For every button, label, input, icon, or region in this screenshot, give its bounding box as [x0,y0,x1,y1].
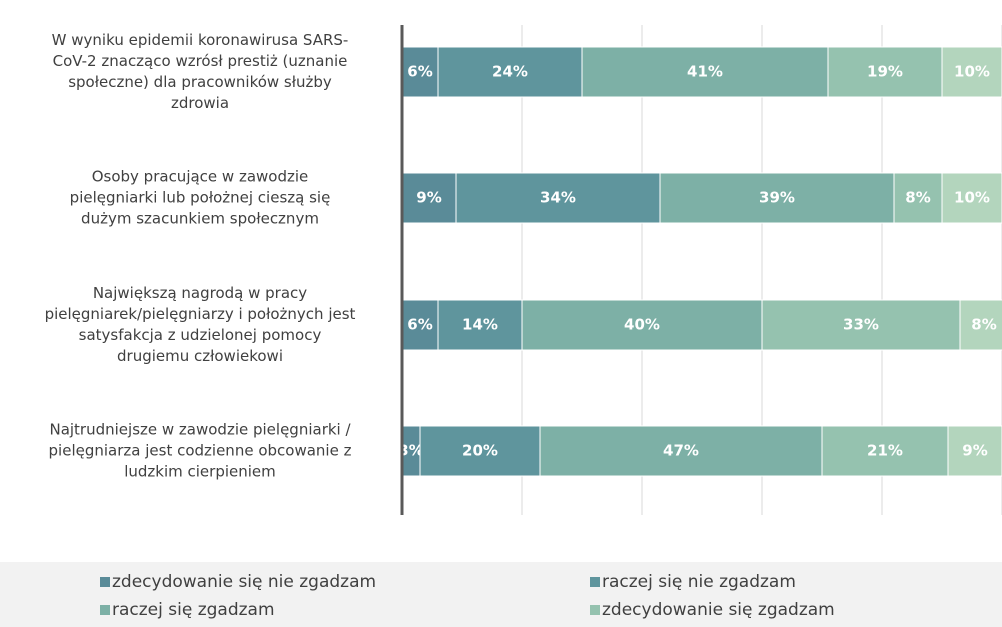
bar-segment [659,172,895,224]
value-label: 10% [954,189,990,207]
bar-segment [947,425,1002,477]
value-label: 34% [540,189,576,207]
category-label: pielęgniarek/pielęgniarzy i położnych je… [45,305,356,323]
value-label: 33% [843,316,879,334]
value-label: 9% [962,442,987,460]
value-label: 40% [624,316,660,334]
category-label: zdrowia [171,94,229,112]
bar-segment [959,299,1002,351]
bar-segment [401,299,439,351]
value-label: 19% [867,63,903,81]
category-label: dużym szacunkiem społecznym [81,210,319,228]
value-label: 47% [663,442,699,460]
value-label: 14% [462,316,498,334]
category-label: ludzkim cierpieniem [124,463,276,481]
legend-label: raczej się zgadzam [112,600,275,620]
category-label: CoV-2 znacząco wzrósł prestiż (uznanie [53,52,348,70]
legend-swatch [590,577,600,587]
bar-segment [437,299,523,351]
legend-swatch [100,577,110,587]
value-label: 8% [971,316,996,334]
value-label: 8% [905,189,930,207]
category-label: Największą nagrodą w pracy [93,284,307,302]
bar-segment [821,425,949,477]
category-label: Najtrudniejsze w zawodzie pielęgniarki / [49,421,351,439]
legend-label: zdecydowanie się nie zgadzam [112,572,376,592]
bar-segment [761,299,961,351]
legend-background [0,562,1002,627]
value-label: 21% [867,442,903,460]
category-label: satysfakcja z udzielonej pomocy [79,326,322,344]
value-label: 39% [759,189,795,207]
category-label: drugiemu człowiekowi [117,347,283,365]
value-label: 3% [398,442,423,460]
value-label: 6% [407,63,432,81]
category-label: pielęgniarza jest codzienne obcowanie z [49,442,352,460]
value-label: 9% [416,189,441,207]
value-label: 24% [492,63,528,81]
category-label: społeczne) dla pracowników służby [68,73,332,91]
bar-segment [521,299,763,351]
legend-swatch [590,605,600,615]
bar-segment [455,172,661,224]
legend-label: raczej się nie zgadzam [602,572,796,592]
bar-segment [401,172,457,224]
bar-segment [539,425,823,477]
value-label: 10% [954,63,990,81]
value-label: 6% [407,316,432,334]
category-label: Osoby pracujące w zawodzie [92,168,309,186]
bar-segment [419,425,541,477]
bar-segment [941,46,1002,98]
value-label: 41% [687,63,723,81]
bar-segment [941,172,1002,224]
value-label: 20% [462,442,498,460]
category-label: W wyniku epidemii koronawirusa SARS- [52,31,349,49]
legend-swatch [100,605,110,615]
bar-segment [437,46,583,98]
legend-label: zdecydowanie się zgadzam [602,600,835,620]
category-label: pielęgniarki lub położnej cieszą się [70,189,331,207]
